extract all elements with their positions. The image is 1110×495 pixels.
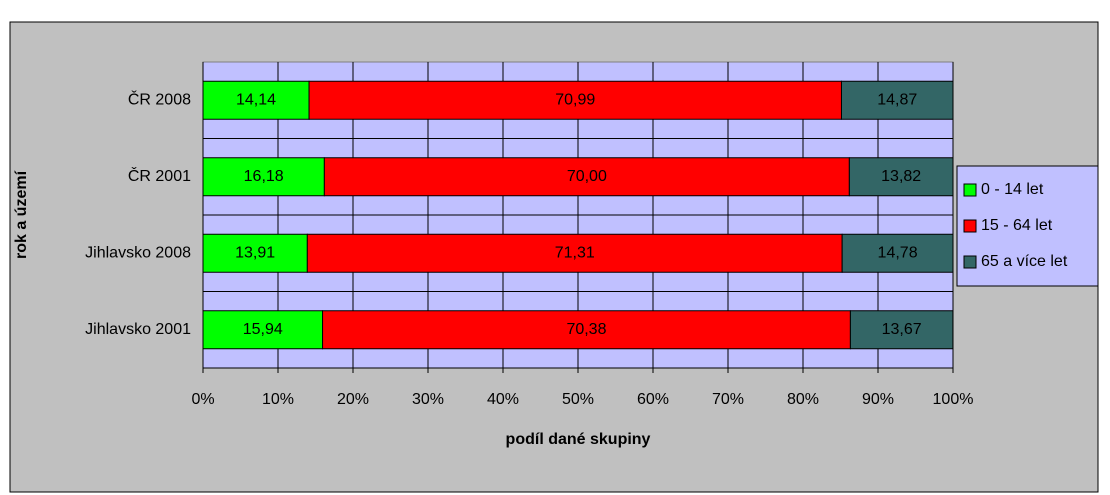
legend-box xyxy=(956,165,1099,287)
bar-segment xyxy=(202,310,324,350)
bar-segment xyxy=(202,233,308,273)
legend-label: 0 - 14 let xyxy=(981,181,1044,198)
x-tick-label: 90% xyxy=(862,391,894,408)
value-label: 14,14 xyxy=(236,91,276,108)
value-label: 13,91 xyxy=(235,244,275,261)
y-tick-label: Jihlavsko 2008 xyxy=(85,244,191,261)
legend-swatch xyxy=(963,183,977,197)
x-tick-label: 0% xyxy=(191,391,214,408)
value-label: 14,87 xyxy=(877,91,917,108)
value-label: 16,18 xyxy=(244,168,284,185)
x-tick-label: 60% xyxy=(637,391,669,408)
y-axis-title: rok a území xyxy=(13,170,30,259)
x-tick-label: 70% xyxy=(712,391,744,408)
legend-swatch xyxy=(963,219,977,233)
value-label: 71,31 xyxy=(555,244,595,261)
x-tick-label: 10% xyxy=(262,391,294,408)
x-tick-label: 40% xyxy=(487,391,519,408)
value-label: 70,38 xyxy=(566,321,606,338)
legend-label: 65 a více let xyxy=(981,253,1068,270)
y-tick-label: Jihlavsko 2001 xyxy=(85,321,191,338)
bar-segment xyxy=(849,310,954,350)
bar-segment xyxy=(308,80,842,120)
y-tick-label: ČR 2008 xyxy=(128,89,191,108)
bar-segment xyxy=(848,157,954,197)
bar-segment xyxy=(841,233,954,273)
bar-segment xyxy=(840,80,954,120)
x-tick-label: 80% xyxy=(787,391,819,408)
value-label: 13,67 xyxy=(882,321,922,338)
value-label: 15,94 xyxy=(243,321,283,338)
value-label: 13,82 xyxy=(881,168,921,185)
x-tick-label: 50% xyxy=(562,391,594,408)
bar-segment xyxy=(322,310,851,350)
bar-segment xyxy=(323,157,850,197)
x-tick-label: 100% xyxy=(933,391,974,408)
bar-segment xyxy=(202,157,325,197)
y-tick-label: ČR 2001 xyxy=(128,166,191,185)
legend-swatch xyxy=(963,255,977,269)
value-label: 70,99 xyxy=(555,91,595,108)
legend-label: 15 - 64 let xyxy=(981,217,1053,234)
value-label: 70,00 xyxy=(567,168,607,185)
x-tick-label: 30% xyxy=(412,391,444,408)
x-tick-label: 20% xyxy=(337,391,369,408)
bar-segment xyxy=(202,80,310,120)
bar-segment xyxy=(306,233,843,273)
value-label: 14,78 xyxy=(878,244,918,261)
x-axis-title: podíl dané skupiny xyxy=(506,431,651,448)
